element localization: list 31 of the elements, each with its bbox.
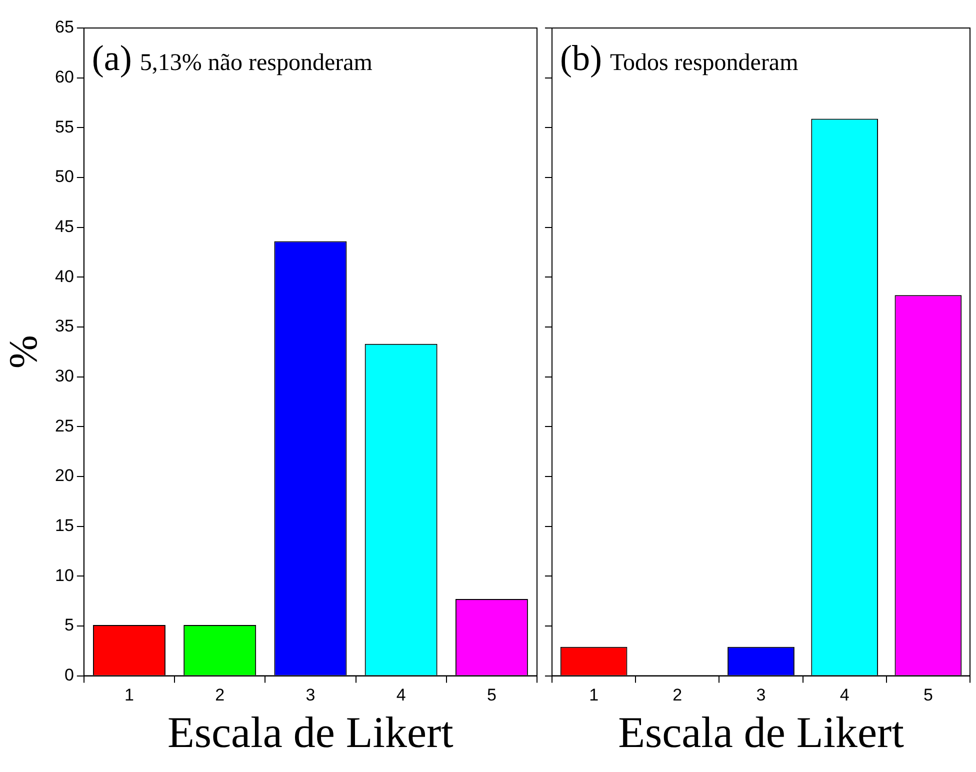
y-tick-label: 20 [54,466,74,486]
annotation: (a) [92,38,132,78]
x-tick-label: 4 [396,686,406,705]
y-tick-label: 10 [54,566,74,585]
x-tick-label: 2 [215,686,225,705]
x-axis-title: Escala de Likert [618,708,904,758]
x-tick-label: 1 [124,686,134,705]
x-tick-label: 2 [672,686,682,705]
annotation: Todos responderam [610,50,799,76]
y-axis-title: % [0,335,46,369]
x-tick-label: 5 [923,686,933,705]
y-tick-label: 45 [54,217,74,236]
x-axis-title: Escala de Likert [168,708,454,758]
y-tick-label: 15 [54,516,74,535]
y-tick-label: 60 [54,68,74,87]
y-tick-label: 0 [64,665,74,684]
annotation: 5,13% não responderam [140,50,373,76]
x-tick-label: 3 [306,686,316,705]
y-tick-label: 40 [54,266,74,286]
y-tick-label: 30 [54,366,74,386]
x-tick-label: 5 [486,686,496,705]
y-tick-label: 65 [54,18,74,37]
y-tick-label: 25 [54,416,74,436]
y-tick-label: 35 [54,316,74,336]
y-tick-label: 5 [64,616,74,635]
x-tick-label: 1 [589,686,599,705]
y-tick-label: 55 [54,117,74,136]
x-tick-label: 3 [756,686,766,705]
annotation: (b) [560,38,602,78]
x-tick-label: 4 [840,686,850,705]
y-tick-label: 50 [54,167,74,186]
